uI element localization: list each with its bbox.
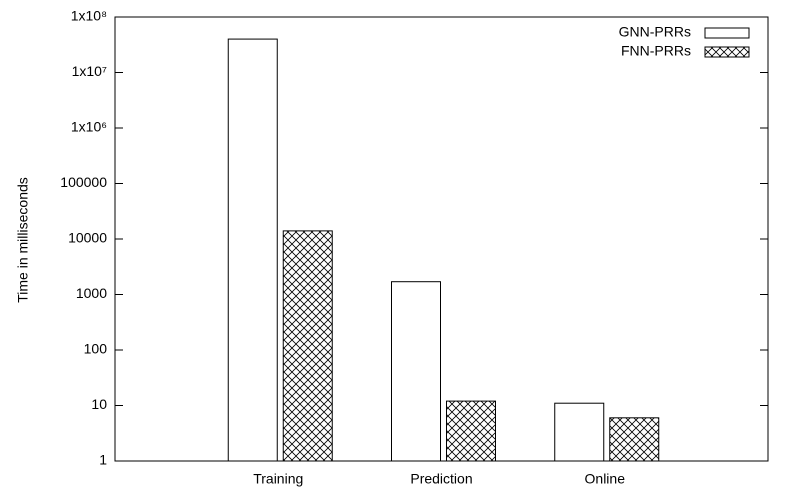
y-tick-label: 10 [91,396,107,412]
bar [609,417,660,462]
legend-swatch [704,46,750,58]
y-tick-label: 10000 [68,230,107,246]
y-tick-label: 1 [99,452,107,468]
y-axis-label: Time in milliseconds [15,177,31,303]
legend-swatch [704,27,750,39]
bar [227,38,278,462]
bar [391,281,441,462]
legend-label: FNN-PRRs [621,43,691,59]
legend-label: GNN-PRRs [619,24,691,40]
x-tick-label: Prediction [410,471,472,487]
x-tick-label: Training [253,471,303,487]
y-tick-label: 1x10⁷ [72,63,107,79]
y-tick-label: 1x10⁶ [71,119,107,135]
bar [282,230,333,462]
x-tick-label: Online [585,471,626,487]
bar [554,402,605,462]
y-tick-label: 100000 [60,174,107,190]
plot-frame [114,16,769,462]
y-tick-label: 1x10⁸ [71,8,107,24]
y-tick-label: 1000 [76,285,107,301]
y-tick-label: 100 [84,341,108,357]
bar [446,400,496,462]
